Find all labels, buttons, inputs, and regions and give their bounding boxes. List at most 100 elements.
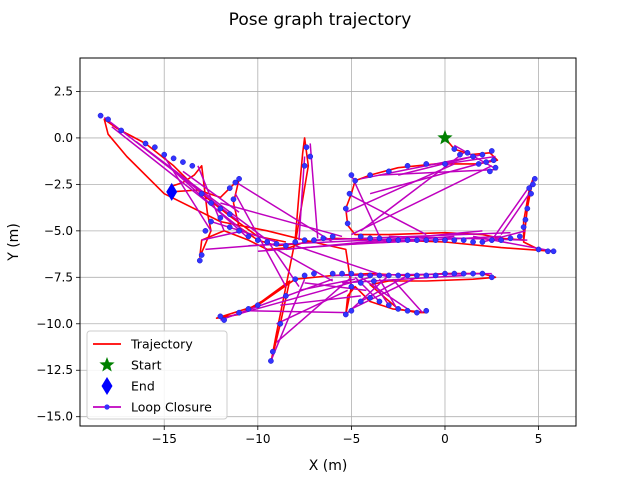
pose-node: [528, 190, 534, 197]
legend-label: Trajectory: [130, 337, 193, 352]
pose-node: [516, 233, 523, 240]
pose-node: [236, 309, 242, 316]
pose-node: [357, 298, 364, 305]
pose-node: [236, 175, 242, 182]
pose-node: [442, 270, 448, 277]
pose-node: [470, 270, 476, 277]
loop-closure-segment: [276, 276, 352, 343]
pose-node: [208, 218, 214, 225]
pose-node: [423, 237, 430, 243]
pose-node: [352, 177, 358, 184]
pose-node: [371, 278, 377, 284]
pose-node: [269, 348, 276, 355]
pose-node: [530, 181, 536, 188]
pose-node: [226, 185, 233, 191]
loop-closure-segment: [276, 289, 348, 325]
pose-node: [451, 146, 458, 152]
pose-node: [385, 272, 392, 279]
legend-label: Loop Closure: [131, 400, 212, 415]
x-tick-label: 0: [441, 432, 449, 446]
pose-node: [414, 272, 420, 279]
pose-node: [226, 211, 233, 217]
loop-closure-segment: [280, 295, 361, 306]
pose-node: [385, 302, 392, 309]
y-tick-label: 2.5: [54, 84, 73, 98]
pose-node: [367, 235, 373, 242]
pose-node: [522, 216, 529, 223]
pose-node: [395, 306, 402, 312]
loop-closure-segment: [182, 170, 240, 213]
legend-swatch-loop-node: [104, 404, 110, 410]
loop-closure-segment: [229, 276, 371, 318]
pose-node: [217, 205, 224, 212]
pose-node: [245, 306, 252, 312]
x-axis-label: X (m): [309, 458, 348, 474]
pose-node: [311, 270, 317, 277]
plot-content: [97, 112, 557, 364]
pose-node: [460, 270, 467, 277]
pose-node: [283, 293, 289, 299]
loop-closure-segment: [351, 165, 493, 236]
loop-closure-segment: [201, 230, 244, 241]
pose-node: [230, 196, 237, 203]
pose-node: [208, 200, 214, 206]
pose-node: [346, 190, 353, 197]
legend: Trajectory Start End Loop Closure: [86, 330, 228, 420]
pose-node: [492, 164, 499, 171]
x-tick-label: −10: [245, 432, 270, 446]
pose-node: [479, 151, 486, 158]
chart-title: Pose graph trajectory: [229, 10, 412, 30]
pose-node: [470, 153, 476, 160]
y-tick-label: −10.0: [36, 317, 73, 331]
loop-closure-segment: [233, 180, 334, 243]
legend-label: Start: [131, 358, 162, 373]
pose-node: [488, 148, 495, 154]
pose-node: [404, 237, 411, 243]
pose-node: [488, 274, 495, 281]
pose-node: [161, 151, 168, 158]
pose-node: [329, 233, 336, 240]
pose-node: [348, 307, 355, 314]
pose-node: [507, 235, 514, 242]
pose-node: [385, 168, 392, 175]
pose-node: [348, 172, 355, 178]
pose-node: [479, 239, 486, 245]
pose-node: [217, 313, 224, 320]
pose-node: [479, 270, 486, 277]
pose-node: [344, 220, 351, 227]
pose-node: [189, 162, 196, 169]
pose-node: [404, 272, 411, 279]
pose-node: [264, 239, 271, 245]
loop-closure-segment: [167, 165, 249, 239]
loop-closure-segment: [309, 143, 319, 239]
pose-node: [283, 242, 289, 249]
pose-node: [404, 162, 411, 169]
pose-node: [526, 185, 533, 191]
pose-node: [232, 179, 239, 186]
loop-closure-segment: [444, 155, 496, 165]
loop-closure-segment: [392, 278, 424, 314]
pose-node: [545, 248, 551, 255]
pose-node: [221, 317, 227, 323]
pose-node: [311, 237, 317, 243]
loop-closure-segment: [276, 248, 334, 282]
pose-node: [254, 237, 261, 243]
y-tick-label: −15.0: [36, 410, 73, 424]
axis-ticks: −15 −10 −5 0 5 2.5 0.0 −2.5 −5.0 −7.5 −10.0 −12.5 −1…: [36, 84, 542, 446]
loop-closure-segment: [398, 155, 474, 176]
pose-node: [357, 233, 364, 240]
loop-closure-segment: [270, 278, 306, 362]
loop-closure-segment: [373, 282, 390, 306]
pose-node: [395, 237, 402, 243]
pose-node: [152, 144, 158, 151]
pose-node: [414, 237, 420, 243]
end-marker: [166, 182, 178, 201]
pose-node: [105, 116, 111, 123]
plot-area: [97, 112, 557, 364]
pose-node: [414, 309, 420, 316]
loop-closure-segment: [323, 235, 502, 247]
y-tick-label: −12.5: [36, 363, 73, 377]
start-marker: [437, 129, 453, 145]
pose-node: [170, 155, 177, 162]
